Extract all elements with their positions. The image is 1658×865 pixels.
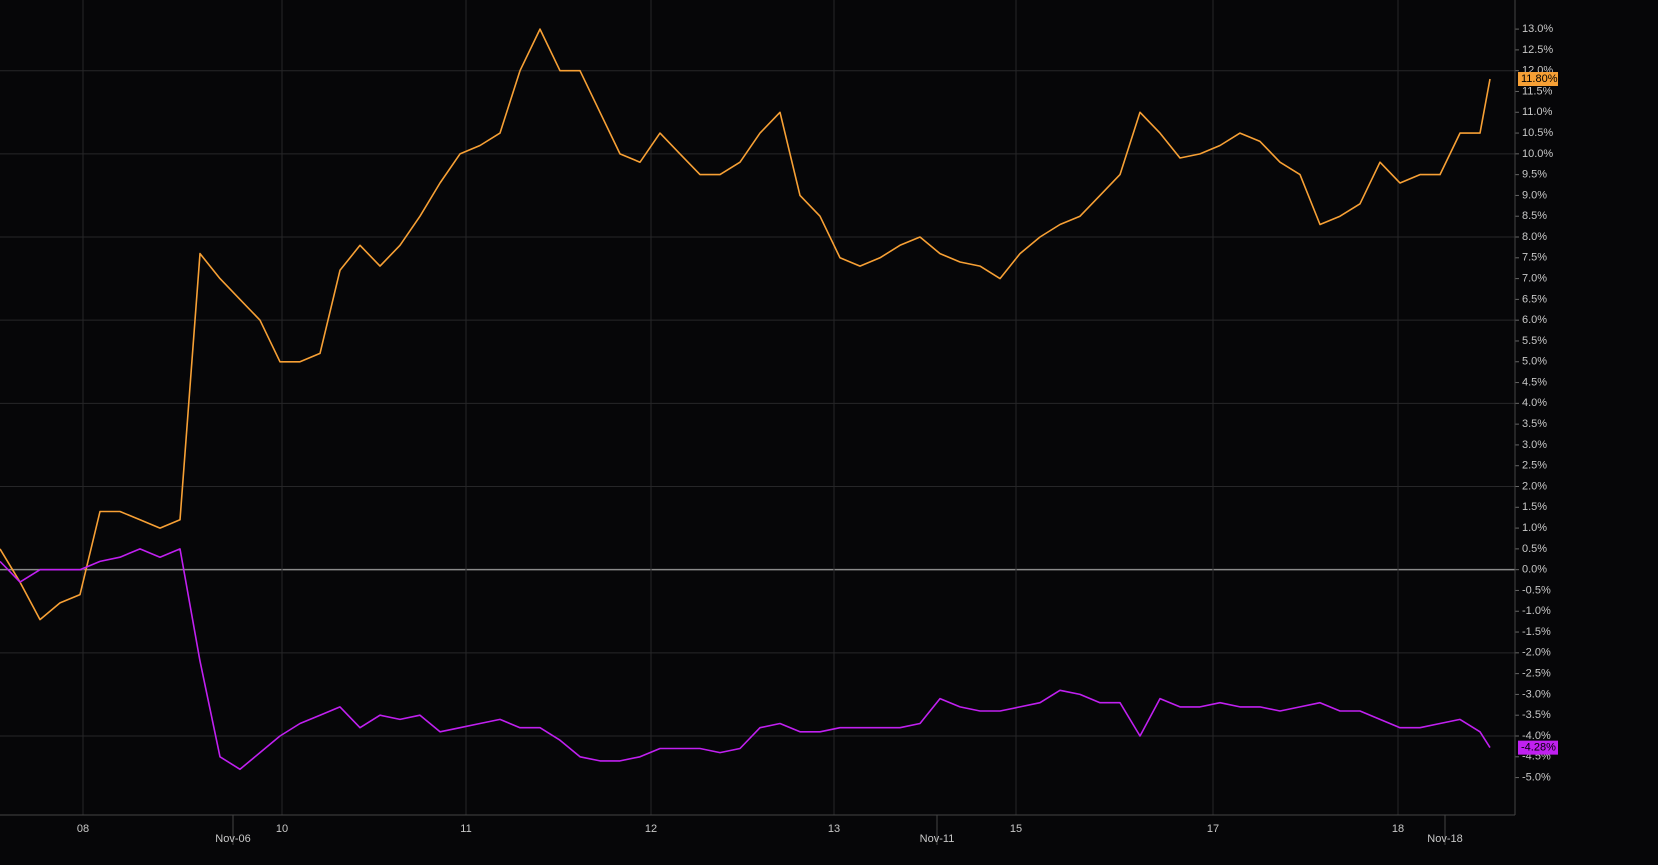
y-tick-label: 12.5% xyxy=(1522,44,1553,56)
x-tick-label: 15 xyxy=(1010,823,1022,835)
y-tick-label: 3.5% xyxy=(1522,418,1547,430)
last-value-badge xyxy=(1518,72,1558,87)
y-tick-label: 4.5% xyxy=(1522,376,1547,388)
y-tick-label: 6.0% xyxy=(1522,314,1547,326)
y-tick-label: -3.5% xyxy=(1522,709,1551,721)
y-tick-label: -2.0% xyxy=(1522,647,1551,659)
x-tick-label: 17 xyxy=(1207,823,1219,835)
y-tick-label: -2.5% xyxy=(1522,668,1551,680)
y-tick-label: 0.5% xyxy=(1522,543,1547,555)
month-tick-label: Nov-18 xyxy=(1427,833,1462,845)
y-tick-label: 1.0% xyxy=(1522,522,1547,534)
y-tick-label: 10.5% xyxy=(1522,127,1553,139)
y-tick-label: 7.5% xyxy=(1522,252,1547,264)
y-tick-label: -4.0% xyxy=(1522,730,1551,742)
y-tick-label: -1.5% xyxy=(1522,626,1551,638)
last-value-label: 11.80% xyxy=(1521,73,1558,85)
y-tick-label: 8.5% xyxy=(1522,210,1547,222)
x-tick-label: 12 xyxy=(645,823,657,835)
month-tick-label: Nov-11 xyxy=(920,833,955,845)
y-tick-label: 5.0% xyxy=(1522,356,1547,368)
y-tick-label: 11.0% xyxy=(1522,106,1553,118)
x-tick-label: 18 xyxy=(1392,823,1404,835)
y-tick-label: 11.5% xyxy=(1522,85,1553,97)
last-value-badge xyxy=(1518,740,1558,755)
x-tick-label: 08 xyxy=(77,823,89,835)
y-tick-label: 2.5% xyxy=(1522,460,1547,472)
last-value-label: -4.28% xyxy=(1521,742,1556,754)
x-tick-label: 13 xyxy=(828,823,840,835)
y-tick-label: -3.0% xyxy=(1522,688,1551,700)
series-line xyxy=(0,548,1491,771)
y-tick-label: 1.5% xyxy=(1522,501,1547,513)
y-tick-label: 10.0% xyxy=(1522,148,1553,160)
y-tick-label: -0.5% xyxy=(1522,584,1551,596)
x-tick-label: 10 xyxy=(276,823,288,835)
y-tick-label: 9.5% xyxy=(1522,169,1547,181)
y-tick-label: 13.0% xyxy=(1522,23,1553,35)
y-tick-label: 0.0% xyxy=(1522,564,1547,576)
y-tick-label: 2.0% xyxy=(1522,480,1547,492)
y-tick-label: -1.0% xyxy=(1522,605,1551,617)
y-tick-label: -5.0% xyxy=(1522,771,1551,783)
y-tick-label: 5.5% xyxy=(1522,335,1547,347)
y-tick-label: 3.0% xyxy=(1522,439,1547,451)
y-tick-label: 7.0% xyxy=(1522,273,1547,285)
y-tick-label: 9.0% xyxy=(1522,189,1547,201)
y-tick-label: 4.0% xyxy=(1522,397,1547,409)
y-tick-label: 6.5% xyxy=(1522,293,1547,305)
x-tick-label: 11 xyxy=(460,823,471,835)
month-tick-label: Nov-06 xyxy=(215,833,250,845)
series-line xyxy=(0,28,1491,621)
y-tick-label: 8.0% xyxy=(1522,231,1547,243)
